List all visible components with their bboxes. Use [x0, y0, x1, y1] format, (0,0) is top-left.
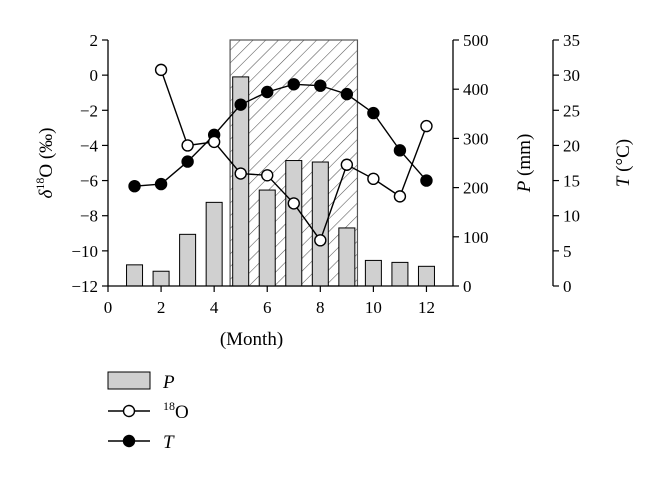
- legend-label-P: P: [162, 372, 175, 393]
- o18-point-month-12: [420, 119, 433, 133]
- temp-point-month-10: [367, 106, 380, 120]
- right2-tick-label: 35: [563, 31, 580, 50]
- right2-axis-label-main: T: [613, 175, 634, 187]
- bar-month-4: [205, 201, 223, 287]
- right2-axis-label: T (°C): [613, 139, 634, 187]
- right1-tick-label: 500: [463, 31, 489, 50]
- right1-axis-label: P (mm): [514, 134, 535, 194]
- left-tick-label: −2: [80, 101, 98, 120]
- axis-labels: δ18O (‰) P (mm) T (°C) (Month): [33, 128, 634, 350]
- left-tick-label: 0: [90, 66, 99, 85]
- precip-bars: [126, 76, 435, 287]
- axes: 20−2−4−6−8−10−12500400300200100035302520…: [71, 31, 580, 317]
- temp-point-month-8: [314, 79, 327, 92]
- left-tick-label: −4: [80, 136, 99, 155]
- temp-point-month-9: [340, 87, 354, 101]
- x-tick-label: 8: [316, 298, 325, 317]
- o18-point-month-9: [340, 158, 354, 171]
- series-lines: [128, 63, 433, 247]
- legend-swatch-P: [107, 371, 151, 390]
- right1-tick-label: 0: [463, 277, 472, 296]
- left-axis-label: δ18O (‰): [33, 128, 57, 199]
- bar-month-12: [417, 265, 435, 287]
- right1-tick-label: 300: [463, 129, 489, 148]
- temp-point-month-12: [420, 174, 433, 187]
- left-tick-label: −12: [71, 277, 98, 296]
- right1-tick-label: 400: [463, 80, 489, 99]
- right2-tick-label: 15: [563, 172, 580, 191]
- legend-label-T: T: [163, 432, 175, 453]
- bar-month-9: [338, 227, 356, 287]
- o18-point-month-5: [234, 167, 247, 180]
- left-tick-label: 2: [90, 31, 99, 50]
- legend-label-P-main: P: [162, 372, 175, 393]
- right2-tick-label: 25: [563, 101, 580, 120]
- bar-month-6: [258, 189, 276, 287]
- right2-tick-label: 0: [563, 277, 572, 296]
- right2-tick-label: 10: [563, 207, 580, 226]
- x-tick-label: 2: [157, 298, 166, 317]
- x-axis-label: (Month): [220, 329, 283, 350]
- left-tick-label: −6: [80, 172, 98, 191]
- o18-point-month-2: [154, 63, 168, 77]
- right1-tick-label: 200: [463, 179, 489, 198]
- legend-marker-18O: [122, 404, 136, 418]
- right2-axis-label-rest: (°C): [613, 139, 634, 177]
- bar-month-3: [179, 233, 197, 287]
- temp-point-month-5: [234, 98, 247, 111]
- legend-label-18O-sup: 18: [163, 399, 175, 413]
- o18-point-month-3: [181, 139, 194, 152]
- x-tick-label: 4: [210, 298, 219, 317]
- right2-tick-label: 5: [563, 242, 572, 261]
- x-tick-label: 12: [418, 298, 435, 317]
- temp-point-month-6: [261, 85, 274, 99]
- left-axis-label-main: δ: [36, 188, 57, 198]
- x-tick-label: 6: [263, 298, 272, 317]
- bar-month-1: [126, 264, 144, 287]
- right2-tick-label: 30: [563, 66, 580, 85]
- temp-point-month-7: [287, 78, 300, 91]
- temp-point-month-3: [181, 155, 194, 168]
- o18-point-month-10: [367, 172, 380, 186]
- o18-point-month-11: [393, 190, 407, 203]
- temp-point-month-1: [128, 179, 141, 193]
- left-axis-label-rest: O (‰): [36, 128, 57, 178]
- o18-point-month-4: [207, 135, 221, 149]
- legend-marker-T: [122, 434, 136, 448]
- temp-point-month-2: [154, 177, 168, 191]
- right1-axis-label-rest: (mm): [514, 134, 535, 181]
- x-tick-label: 0: [104, 298, 113, 317]
- bar-month-2: [152, 270, 170, 287]
- left-tick-label: −10: [71, 242, 98, 261]
- legend-label-T-main: T: [163, 432, 175, 453]
- right1-axis-label-main: P: [514, 180, 535, 193]
- bar-month-10: [364, 259, 382, 287]
- o18-point-month-6: [261, 169, 274, 182]
- left-tick-label: −8: [80, 207, 98, 226]
- legend-label-18O: 18O: [163, 399, 189, 423]
- legend-label-18O-rest: O: [175, 402, 189, 423]
- bar-month-11: [391, 261, 409, 287]
- bar-month-7: [285, 160, 303, 287]
- x-tick-label: 10: [365, 298, 382, 317]
- temp-point-month-11: [393, 144, 407, 157]
- left-axis-label-sup: 18: [33, 178, 47, 190]
- right1-tick-label: 100: [463, 228, 489, 247]
- o18-point-month-7: [287, 197, 300, 210]
- right2-tick-label: 20: [563, 136, 580, 155]
- o18-point-month-8: [314, 234, 327, 247]
